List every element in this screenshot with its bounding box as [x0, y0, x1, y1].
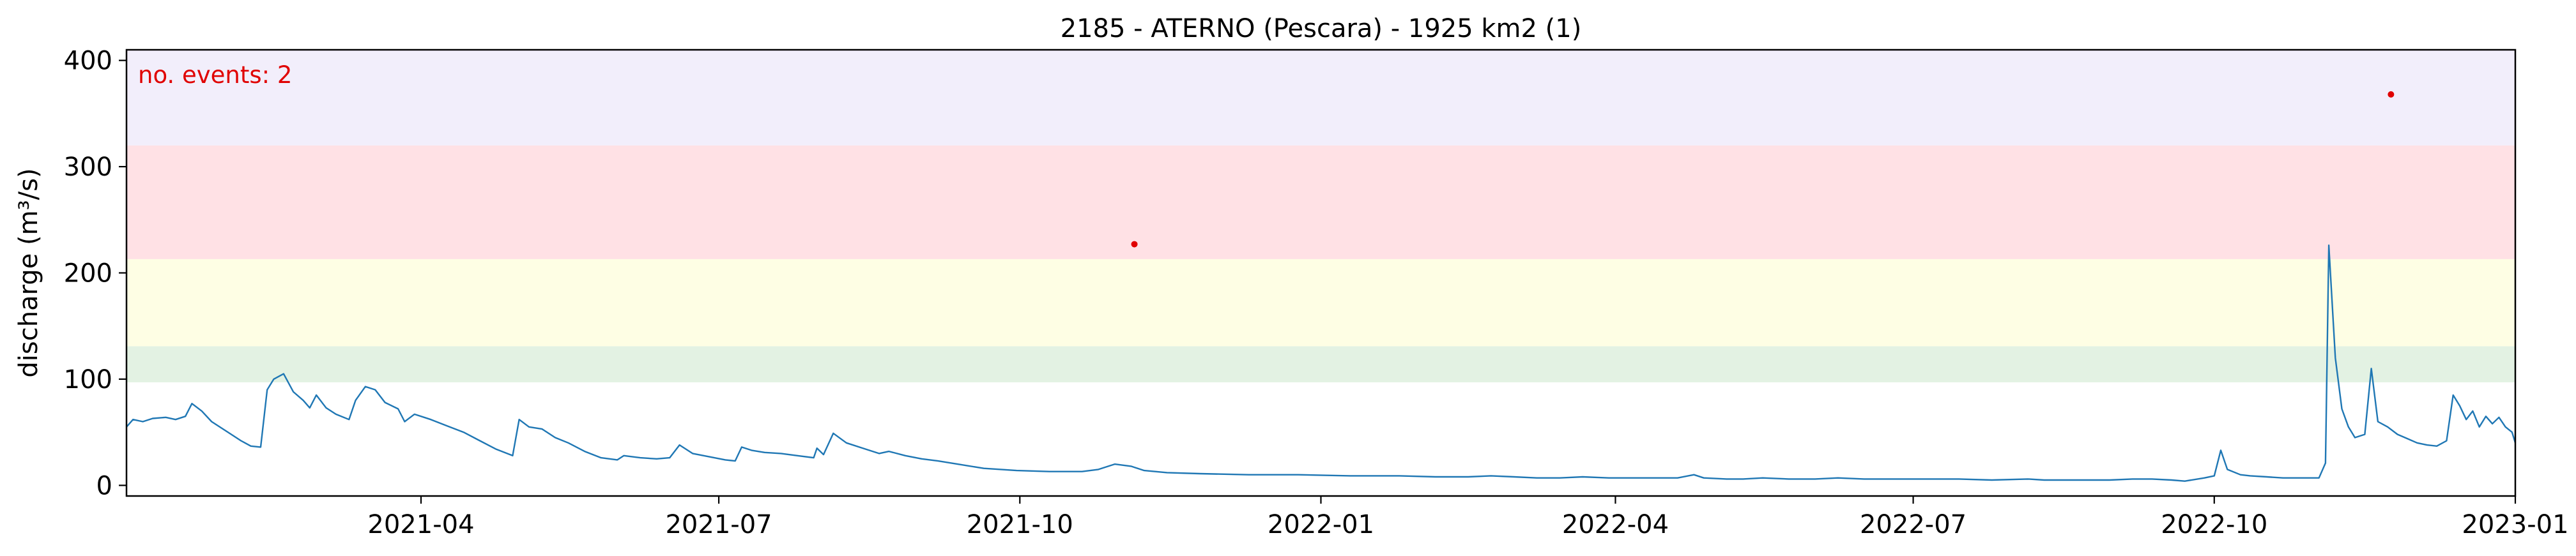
threshold-band-3 — [126, 145, 2515, 259]
y-axis: 0 100 200 300 400 — [64, 47, 126, 500]
events-count-annotation: no. events: 2 — [138, 61, 292, 89]
y-tick-label: 300 — [64, 153, 112, 182]
threshold-bands — [126, 50, 2515, 382]
x-tick-label: 2022-10 — [2161, 510, 2267, 539]
event-marker-1 — [1131, 241, 1138, 248]
chart-title: 2185 - ATERNO (Pescara) - 1925 km2 (1) — [1061, 14, 1582, 43]
discharge-series-line — [126, 244, 2517, 482]
x-tick-label: 2022-07 — [1860, 510, 1966, 539]
x-tick-label: 2023-01 — [2462, 510, 2568, 539]
event-marker-2 — [2388, 91, 2395, 98]
x-axis: 2021-04 2021-07 2021-10 2022-01 2022-04 2022-… — [367, 496, 2569, 539]
y-tick-label: 200 — [64, 259, 112, 289]
x-tick-label: 2022-04 — [1562, 510, 1669, 539]
threshold-band-4 — [126, 50, 2515, 146]
threshold-band-1 — [126, 346, 2515, 382]
y-tick-label: 100 — [64, 365, 112, 394]
x-tick-label: 2021-10 — [967, 510, 1073, 539]
x-tick-label: 2022-01 — [1268, 510, 1374, 539]
event-markers — [1131, 91, 2395, 248]
x-tick-label: 2021-04 — [367, 510, 474, 539]
threshold-band-2 — [126, 259, 2515, 347]
y-axis-label: discharge (m³/s) — [14, 168, 43, 377]
y-tick-label: 400 — [64, 47, 112, 76]
y-tick-label: 0 — [96, 471, 112, 500]
series-group — [126, 244, 2517, 482]
x-tick-label: 2021-07 — [665, 510, 772, 539]
